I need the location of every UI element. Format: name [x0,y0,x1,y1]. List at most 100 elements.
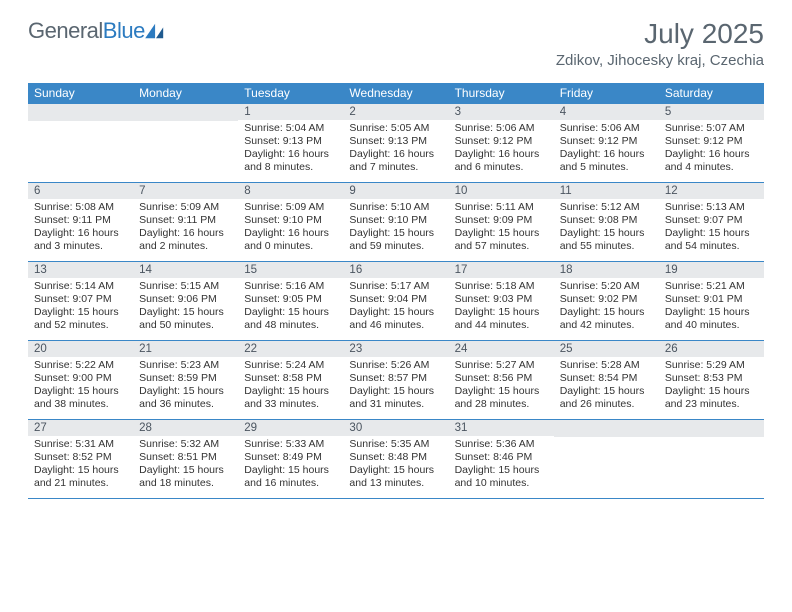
sunset-line: Sunset: 8:51 PM [139,451,232,464]
sunrise-line: Sunrise: 5:28 AM [560,359,653,372]
day-cell: 25Sunrise: 5:28 AMSunset: 8:54 PMDayligh… [554,341,659,419]
daylight-line: Daylight: 15 hours and 10 minutes. [455,464,548,490]
sunrise-line: Sunrise: 5:32 AM [139,438,232,451]
sunrise-line: Sunrise: 5:29 AM [665,359,758,372]
sunrise-line: Sunrise: 5:12 AM [560,201,653,214]
daylight-line: Daylight: 15 hours and 46 minutes. [349,306,442,332]
day-number: 17 [449,262,554,278]
daylight-line: Daylight: 16 hours and 6 minutes. [455,148,548,174]
day-number: 23 [343,341,448,357]
daylight-line: Daylight: 15 hours and 18 minutes. [139,464,232,490]
empty-day-cell [659,420,764,498]
day-number: 3 [449,104,554,120]
sunset-line: Sunset: 9:07 PM [665,214,758,227]
sunrise-line: Sunrise: 5:23 AM [139,359,232,372]
day-cell: 11Sunrise: 5:12 AMSunset: 9:08 PMDayligh… [554,183,659,261]
daylight-line: Daylight: 15 hours and 44 minutes. [455,306,548,332]
weekday-cell: Tuesday [238,83,343,104]
day-cell: 26Sunrise: 5:29 AMSunset: 8:53 PMDayligh… [659,341,764,419]
day-details: Sunrise: 5:15 AMSunset: 9:06 PMDaylight:… [133,278,238,337]
day-number: 14 [133,262,238,278]
sunrise-line: Sunrise: 5:22 AM [34,359,127,372]
day-cell: 13Sunrise: 5:14 AMSunset: 9:07 PMDayligh… [28,262,133,340]
daylight-line: Daylight: 16 hours and 4 minutes. [665,148,758,174]
day-details: Sunrise: 5:36 AMSunset: 8:46 PMDaylight:… [449,436,554,495]
month-title: July 2025 [556,18,764,50]
empty-day-cell [133,104,238,182]
day-number: 28 [133,420,238,436]
daylight-line: Daylight: 16 hours and 8 minutes. [244,148,337,174]
sunrise-line: Sunrise: 5:16 AM [244,280,337,293]
sunset-line: Sunset: 9:07 PM [34,293,127,306]
daylight-line: Daylight: 15 hours and 31 minutes. [349,385,442,411]
day-number [554,420,659,437]
day-cell: 30Sunrise: 5:35 AMSunset: 8:48 PMDayligh… [343,420,448,498]
day-cell: 3Sunrise: 5:06 AMSunset: 9:12 PMDaylight… [449,104,554,182]
day-cell: 22Sunrise: 5:24 AMSunset: 8:58 PMDayligh… [238,341,343,419]
sunset-line: Sunset: 8:59 PM [139,372,232,385]
sunset-line: Sunset: 8:58 PM [244,372,337,385]
day-number: 13 [28,262,133,278]
sunset-line: Sunset: 9:12 PM [665,135,758,148]
daylight-line: Daylight: 15 hours and 48 minutes. [244,306,337,332]
daylight-line: Daylight: 15 hours and 23 minutes. [665,385,758,411]
sunset-line: Sunset: 9:13 PM [349,135,442,148]
day-details: Sunrise: 5:06 AMSunset: 9:12 PMDaylight:… [554,120,659,179]
daylight-line: Daylight: 15 hours and 28 minutes. [455,385,548,411]
daylight-line: Daylight: 16 hours and 0 minutes. [244,227,337,253]
day-details: Sunrise: 5:20 AMSunset: 9:02 PMDaylight:… [554,278,659,337]
day-number: 6 [28,183,133,199]
daylight-line: Daylight: 15 hours and 26 minutes. [560,385,653,411]
day-details: Sunrise: 5:12 AMSunset: 9:08 PMDaylight:… [554,199,659,258]
day-cell: 8Sunrise: 5:09 AMSunset: 9:10 PMDaylight… [238,183,343,261]
sunset-line: Sunset: 9:05 PM [244,293,337,306]
day-number: 1 [238,104,343,120]
brand-name: GeneralBlue [28,18,145,44]
sunset-line: Sunset: 9:06 PM [139,293,232,306]
sunrise-line: Sunrise: 5:05 AM [349,122,442,135]
daylight-line: Daylight: 15 hours and 13 minutes. [349,464,442,490]
sunset-line: Sunset: 8:46 PM [455,451,548,464]
daylight-line: Daylight: 16 hours and 5 minutes. [560,148,653,174]
calendar: SundayMondayTuesdayWednesdayThursdayFrid… [0,83,792,499]
day-cell: 2Sunrise: 5:05 AMSunset: 9:13 PMDaylight… [343,104,448,182]
day-cell: 24Sunrise: 5:27 AMSunset: 8:56 PMDayligh… [449,341,554,419]
day-details: Sunrise: 5:24 AMSunset: 8:58 PMDaylight:… [238,357,343,416]
sunset-line: Sunset: 9:10 PM [349,214,442,227]
sunset-line: Sunset: 8:57 PM [349,372,442,385]
daylight-line: Daylight: 15 hours and 21 minutes. [34,464,127,490]
day-details: Sunrise: 5:26 AMSunset: 8:57 PMDaylight:… [343,357,448,416]
sunset-line: Sunset: 9:00 PM [34,372,127,385]
daylight-line: Daylight: 15 hours and 16 minutes. [244,464,337,490]
sunset-line: Sunset: 9:11 PM [34,214,127,227]
sunrise-line: Sunrise: 5:33 AM [244,438,337,451]
day-cell: 27Sunrise: 5:31 AMSunset: 8:52 PMDayligh… [28,420,133,498]
day-number: 12 [659,183,764,199]
week-row: 27Sunrise: 5:31 AMSunset: 8:52 PMDayligh… [28,420,764,499]
daylight-line: Daylight: 15 hours and 54 minutes. [665,227,758,253]
day-number: 22 [238,341,343,357]
sunrise-line: Sunrise: 5:24 AM [244,359,337,372]
sunrise-line: Sunrise: 5:14 AM [34,280,127,293]
daylight-line: Daylight: 16 hours and 7 minutes. [349,148,442,174]
sunset-line: Sunset: 9:03 PM [455,293,548,306]
sunrise-line: Sunrise: 5:35 AM [349,438,442,451]
sunset-line: Sunset: 8:52 PM [34,451,127,464]
day-details: Sunrise: 5:05 AMSunset: 9:13 PMDaylight:… [343,120,448,179]
day-cell: 29Sunrise: 5:33 AMSunset: 8:49 PMDayligh… [238,420,343,498]
day-number: 20 [28,341,133,357]
sunrise-line: Sunrise: 5:06 AM [560,122,653,135]
day-cell: 23Sunrise: 5:26 AMSunset: 8:57 PMDayligh… [343,341,448,419]
day-number: 27 [28,420,133,436]
sunset-line: Sunset: 9:10 PM [244,214,337,227]
day-details: Sunrise: 5:11 AMSunset: 9:09 PMDaylight:… [449,199,554,258]
sunset-line: Sunset: 8:49 PM [244,451,337,464]
day-number: 16 [343,262,448,278]
day-details: Sunrise: 5:17 AMSunset: 9:04 PMDaylight:… [343,278,448,337]
day-details: Sunrise: 5:14 AMSunset: 9:07 PMDaylight:… [28,278,133,337]
day-details: Sunrise: 5:13 AMSunset: 9:07 PMDaylight:… [659,199,764,258]
brand-part1: General [28,18,103,43]
sunrise-line: Sunrise: 5:18 AM [455,280,548,293]
day-details: Sunrise: 5:23 AMSunset: 8:59 PMDaylight:… [133,357,238,416]
day-number: 31 [449,420,554,436]
